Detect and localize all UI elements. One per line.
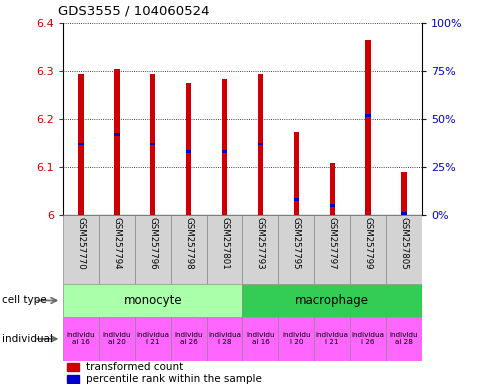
Bar bbox=[150, 142, 155, 146]
Text: GSM257798: GSM257798 bbox=[184, 217, 193, 270]
Bar bbox=[206, 215, 242, 284]
Text: percentile rank within the sample: percentile rank within the sample bbox=[86, 374, 262, 384]
Bar bbox=[221, 150, 227, 153]
Bar bbox=[63, 284, 242, 317]
Text: individu
al 28: individu al 28 bbox=[389, 333, 418, 345]
Bar bbox=[293, 198, 299, 201]
Text: individua
l 21: individua l 21 bbox=[315, 333, 348, 345]
Text: GSM257770: GSM257770 bbox=[76, 217, 85, 270]
Text: individu
al 26: individu al 26 bbox=[174, 333, 203, 345]
Text: GSM257797: GSM257797 bbox=[327, 217, 336, 270]
Text: GSM257805: GSM257805 bbox=[399, 217, 408, 270]
Bar bbox=[170, 215, 206, 284]
Bar bbox=[257, 142, 263, 146]
Bar bbox=[385, 317, 421, 361]
Text: cell type: cell type bbox=[2, 295, 47, 306]
Bar bbox=[185, 150, 191, 153]
Bar bbox=[114, 133, 120, 136]
Text: macrophage: macrophage bbox=[295, 294, 368, 307]
Text: GSM257801: GSM257801 bbox=[220, 217, 228, 270]
Text: individu
al 16: individu al 16 bbox=[245, 333, 274, 345]
Bar bbox=[206, 317, 242, 361]
Bar bbox=[278, 215, 314, 284]
Bar bbox=[63, 215, 99, 284]
Bar bbox=[221, 79, 227, 215]
Bar bbox=[329, 204, 334, 207]
Bar bbox=[257, 74, 263, 215]
Text: individua
l 21: individua l 21 bbox=[136, 333, 169, 345]
Bar bbox=[78, 142, 84, 146]
Bar bbox=[349, 215, 385, 284]
Bar bbox=[66, 375, 79, 383]
Bar bbox=[314, 215, 349, 284]
Bar bbox=[170, 317, 206, 361]
Bar bbox=[242, 284, 421, 317]
Bar bbox=[293, 132, 299, 215]
Text: GDS3555 / 104060524: GDS3555 / 104060524 bbox=[58, 4, 209, 17]
Bar bbox=[400, 212, 406, 215]
Text: monocyte: monocyte bbox=[123, 294, 182, 307]
Text: GSM257799: GSM257799 bbox=[363, 217, 372, 270]
Bar bbox=[329, 163, 334, 215]
Bar bbox=[400, 172, 406, 215]
Bar bbox=[185, 83, 191, 215]
Text: individu
al 16: individu al 16 bbox=[66, 333, 95, 345]
Bar bbox=[99, 215, 135, 284]
Text: GSM257794: GSM257794 bbox=[112, 217, 121, 270]
Bar bbox=[135, 215, 170, 284]
Text: GSM257796: GSM257796 bbox=[148, 217, 157, 270]
Bar bbox=[364, 114, 370, 117]
Bar bbox=[63, 317, 99, 361]
Bar bbox=[114, 69, 120, 215]
Text: individu
l 20: individu l 20 bbox=[281, 333, 310, 345]
Text: GSM257795: GSM257795 bbox=[291, 217, 300, 270]
Text: individua
l 28: individua l 28 bbox=[208, 333, 241, 345]
Bar bbox=[135, 317, 170, 361]
Text: individua
l 26: individua l 26 bbox=[351, 333, 384, 345]
Bar bbox=[150, 74, 155, 215]
Bar bbox=[99, 317, 135, 361]
Bar bbox=[278, 317, 314, 361]
Text: GSM257793: GSM257793 bbox=[256, 217, 264, 270]
Bar bbox=[364, 40, 370, 215]
Bar bbox=[349, 317, 385, 361]
Bar bbox=[66, 363, 79, 371]
Text: individu
al 20: individu al 20 bbox=[102, 333, 131, 345]
Text: transformed count: transformed count bbox=[86, 362, 183, 372]
Bar bbox=[242, 317, 278, 361]
Bar bbox=[78, 74, 84, 215]
Bar bbox=[242, 215, 278, 284]
Text: individual: individual bbox=[2, 334, 53, 344]
Bar bbox=[385, 215, 421, 284]
Bar bbox=[314, 317, 349, 361]
